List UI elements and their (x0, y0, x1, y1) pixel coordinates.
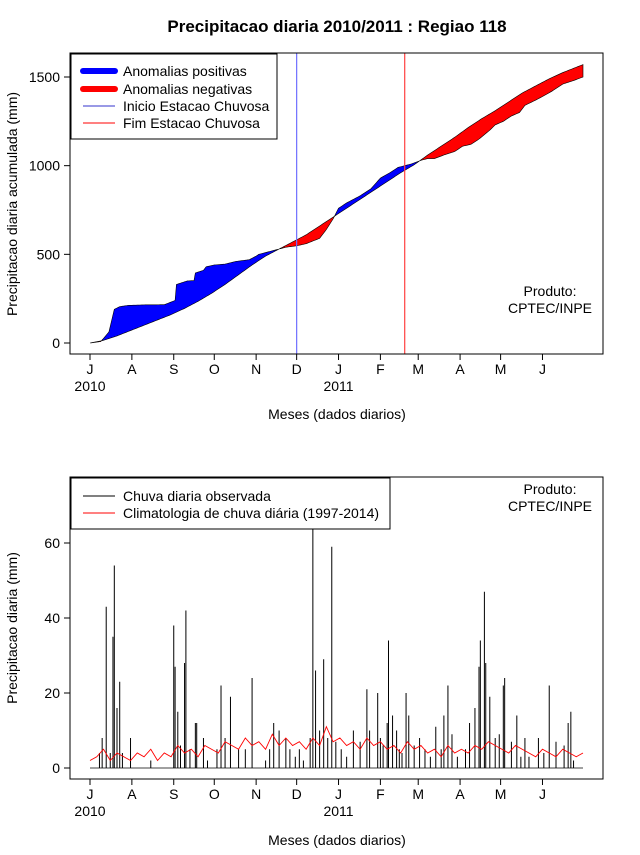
climatology-line (90, 727, 583, 761)
produto-line: Produto: (524, 481, 577, 497)
x-tick-label: A (455, 361, 465, 377)
legend-observed: Chuva diaria observada (123, 488, 271, 504)
x-tick-label: F (376, 361, 385, 377)
y-tick-label: 0 (52, 335, 60, 351)
x-tick-label: A (455, 786, 465, 802)
x-tick-label: F (376, 786, 385, 802)
x-axis-label-2: Meses (dados diarios) (268, 832, 406, 848)
year-label: 2010 (74, 378, 105, 394)
year-label: 2011 (323, 803, 353, 819)
x-tick-label: J (539, 786, 546, 802)
legend: Anomalias positivas Anomalias negativas … (71, 54, 277, 139)
x-tick-label: M (495, 786, 507, 802)
year-label: 2010 (74, 803, 105, 819)
x-tick-label: O (209, 361, 220, 377)
y-axis-2: 0 20 40 60 (44, 535, 70, 776)
produto-label: Produto:CPTEC/INPE (508, 283, 592, 316)
x-tick-label: N (251, 361, 261, 377)
x-tick-label: D (292, 361, 302, 377)
negative-anomaly-area (421, 65, 583, 161)
x-tick-label: A (127, 786, 137, 802)
x-tick-label: J (539, 361, 546, 377)
x-tick-label: D (292, 786, 302, 802)
x-tick-label: J (87, 361, 94, 377)
negative-anomaly-area (91, 340, 102, 343)
x-tick-label: A (127, 361, 137, 377)
legend-negative: Anomalias negativas (123, 81, 252, 97)
x-axis-label: Meses (dados diarios) (268, 406, 406, 422)
produto-line: CPTEC/INPE (508, 300, 592, 316)
y-tick-label: 40 (44, 610, 60, 626)
produto-line: Produto: (524, 283, 577, 299)
produto-line: CPTEC/INPE (508, 498, 592, 514)
legend-start: Inicio Estacao Chuvosa (123, 98, 270, 114)
y-axis: 0 500 1000 1500 (29, 69, 70, 351)
x-tick-label: S (169, 786, 178, 802)
positive-anomaly-area (102, 248, 280, 340)
legend-2: Chuva diaria observada Climatologia de c… (71, 478, 390, 529)
produto-label-2: Produto:CPTEC/INPE (508, 481, 592, 514)
x-tick-label: J (335, 361, 342, 377)
y-tick-label: 500 (37, 246, 61, 262)
x-tick-label: J (87, 786, 94, 802)
x-tick-label: M (412, 786, 424, 802)
negative-anomaly-area (280, 216, 334, 248)
y-axis-label-2: Precipitacao diaria (mm) (4, 552, 20, 704)
x-tick-label: O (209, 786, 220, 802)
legend-climatology: Climatologia de chuva diária (1997-2014) (123, 505, 379, 521)
x-tick-label: M (495, 361, 507, 377)
legend-end: Fim Estacao Chuvosa (123, 115, 260, 131)
y-tick-label: 1500 (29, 69, 60, 85)
x-tick-label: M (412, 361, 424, 377)
y-tick-label: 60 (44, 535, 60, 551)
legend-positive: Anomalias positivas (123, 63, 247, 79)
year-label: 2011 (323, 378, 353, 394)
y-tick-label: 1000 (29, 158, 60, 174)
y-tick-label: 20 (44, 685, 60, 701)
positive-anomaly-area (334, 160, 420, 216)
y-axis-label: Precipitacao diaria acumulada (mm) (4, 92, 20, 316)
x-tick-label: N (251, 786, 261, 802)
observed-spikes (90, 498, 583, 768)
x-tick-label: S (169, 361, 178, 377)
y-tick-label: 0 (52, 760, 60, 776)
x-tick-label: J (335, 786, 342, 802)
page-title: Precipitacao diaria 2010/2011 : Regiao 1… (167, 17, 506, 36)
